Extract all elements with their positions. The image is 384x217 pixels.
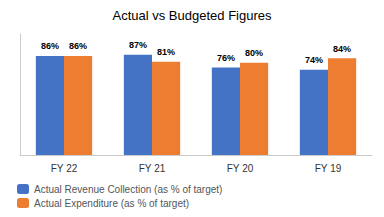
svg-text:86%: 86% <box>41 41 59 51</box>
svg-text:80%: 80% <box>245 48 263 58</box>
svg-text:Actual Revenue Collection (as: Actual Revenue Collection (as % of targe… <box>34 184 222 195</box>
svg-text:Actual vs Budgeted Figures: Actual vs Budgeted Figures <box>113 8 272 23</box>
svg-text:81%: 81% <box>157 47 175 57</box>
svg-text:FY 19: FY 19 <box>315 163 342 174</box>
svg-text:87%: 87% <box>129 40 147 50</box>
svg-text:86%: 86% <box>69 41 87 51</box>
svg-text:74%: 74% <box>305 55 323 65</box>
svg-text:FY 21: FY 21 <box>139 163 166 174</box>
svg-text:FY 20: FY 20 <box>227 163 254 174</box>
svg-text:Actual Expenditure (as % of ta: Actual Expenditure (as % of target) <box>34 198 189 209</box>
svg-text:FY 22: FY 22 <box>51 163 78 174</box>
svg-text:84%: 84% <box>333 44 351 54</box>
svg-text:76%: 76% <box>217 53 235 63</box>
